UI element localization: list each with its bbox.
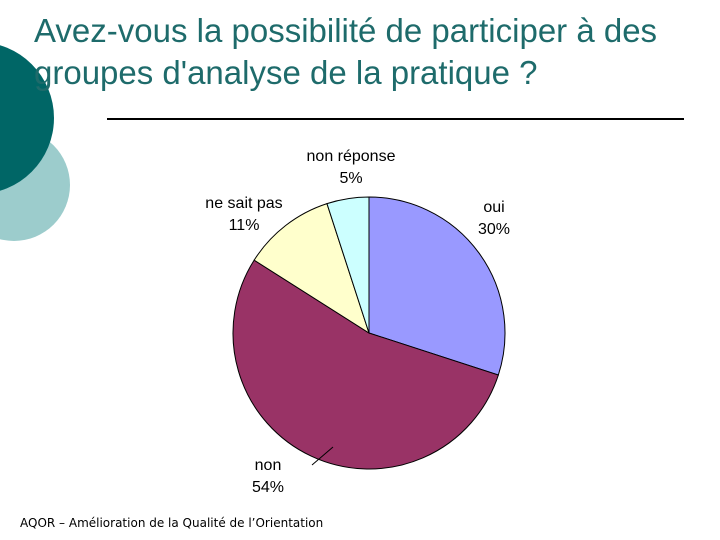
pie-slice-oui (368, 196, 506, 376)
slide-footer: AQOR – Amélioration de la Qualité de l’O… (20, 516, 324, 530)
pie-slice-ne-sait-pas (253, 203, 370, 335)
title-divider (107, 118, 684, 120)
pie-slice-non (232, 259, 499, 470)
slice-percent-label: 54% (252, 479, 284, 496)
decorative-circle-dark (0, 45, 54, 191)
slice-percent-label: 30% (478, 221, 510, 238)
slide-title: Avez-vous la possibilité de participer à… (34, 12, 658, 91)
slice-percent-label: 11% (229, 217, 260, 234)
slice-name-label: non (255, 457, 282, 474)
label-leader-line (311, 446, 334, 466)
slice-name-label: ne sait pas (205, 195, 282, 212)
slice-name-label: oui (483, 199, 504, 216)
slice-percent-label: 5% (339, 170, 362, 187)
slice-name-label: non réponse (307, 148, 396, 165)
pie-slice-non-réponse (326, 196, 370, 334)
